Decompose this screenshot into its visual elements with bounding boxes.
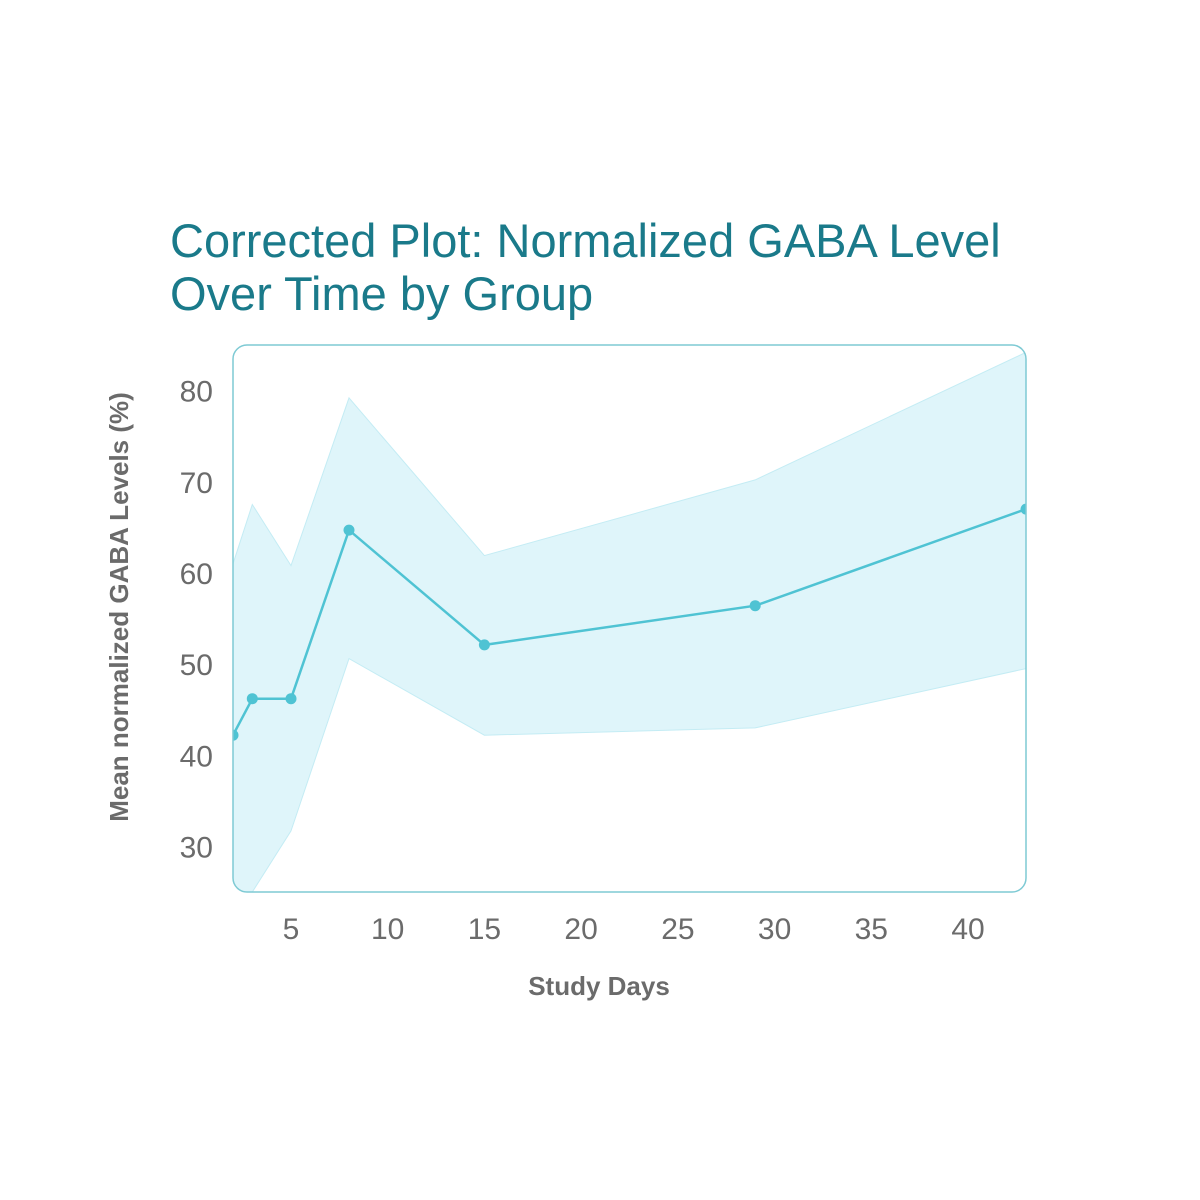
x-tick-label: 10 [371,913,404,946]
y-tick-label: 40 [180,740,213,773]
x-tick-label: 20 [564,913,597,946]
data-point-2 [285,693,297,705]
x-axis-ticks: 5 10 15 20 25 30 35 40 [283,913,985,946]
y-tick-label: 60 [180,558,213,591]
plot-frame [232,344,1027,893]
data-point-6 [1020,503,1026,515]
x-axis-label: Study Days [528,971,670,1001]
y-tick-label: 30 [180,831,213,864]
y-tick-label: 50 [180,649,213,682]
plot-area [233,351,1026,892]
data-point-3 [343,524,355,536]
x-tick-label: 40 [951,913,984,946]
x-tick-label: 5 [283,913,300,946]
y-tick-label: 80 [180,376,213,409]
x-tick-label: 35 [855,913,888,946]
data-point-1 [246,693,258,705]
data-point-5 [749,600,761,612]
y-axis-ticks: 30 40 50 60 70 80 [180,376,213,865]
chart-title: Corrected Plot: Normalized GABA Level Ov… [170,214,1001,320]
x-tick-label: 15 [468,913,501,946]
y-tick-label: 70 [180,467,213,500]
x-tick-label: 25 [661,913,694,946]
confidence-band-0 [233,351,1026,892]
x-tick-label: 30 [758,913,791,946]
y-axis-label: Mean normalized GABA Levels (%) [104,392,134,822]
data-point-0 [233,729,239,741]
data-point-4 [478,639,490,651]
